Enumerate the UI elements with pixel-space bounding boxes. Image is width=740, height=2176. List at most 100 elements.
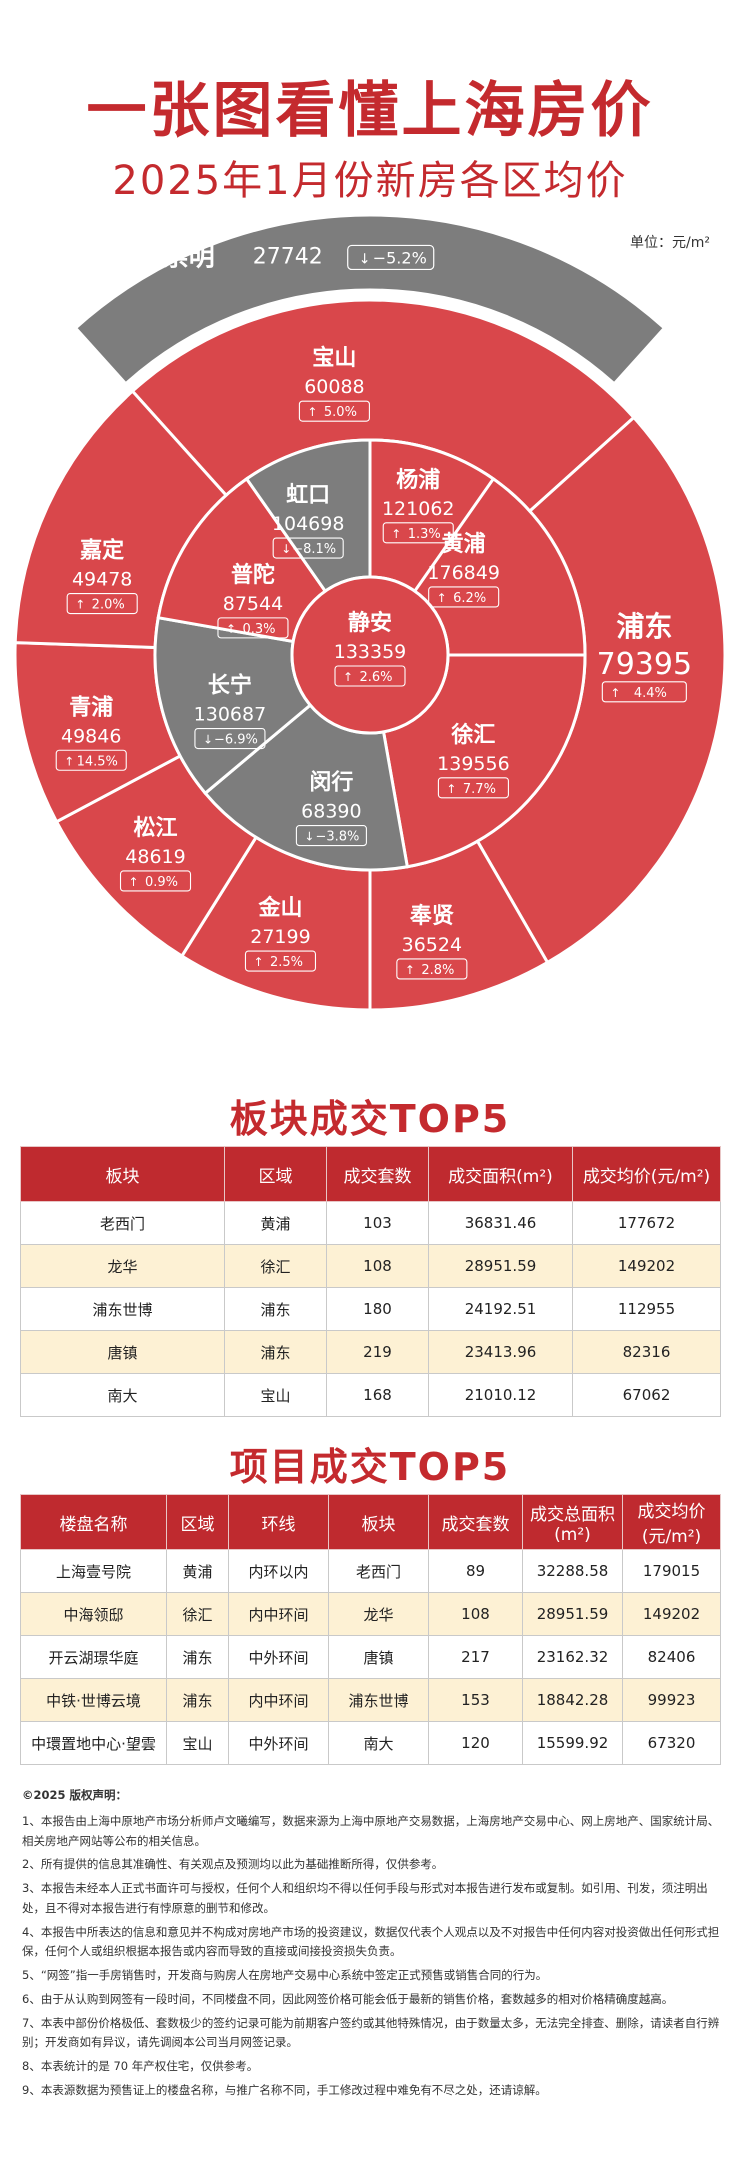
arrow-down-icon: ↓ <box>281 542 291 556</box>
table-cell: 内中环间 <box>228 1592 329 1636</box>
change-badge <box>347 244 435 271</box>
unit-label: 单位：元/m² <box>630 235 710 251</box>
table-row: 浦东世博 浦东 180 24192.51 112955 <box>20 1287 721 1331</box>
table-cell: 徐汇 <box>224 1244 327 1288</box>
sector-table-title: 板块成交TOP5 <box>229 1097 511 1141</box>
note-item: 5、“网签”指一手房销售时，开发商与购房人在房地产交易中心系统中签定正式预售或销… <box>22 1968 548 1983</box>
page-subtitle: 2025年1月份新房各区均价 <box>112 158 628 204</box>
change-badge <box>295 825 367 847</box>
change-label: 2.6% <box>359 670 392 685</box>
note-item: 3、本报告未经本人正式书面许可与授权，任何个人和组织均不得以任何手段与形式对本报… <box>22 1881 708 1915</box>
district-name-label: 金山 <box>257 895 302 921</box>
table-cell: 浦东 <box>166 1678 229 1722</box>
arrow-up-icon: ↑ <box>253 955 263 969</box>
table-cell: 龙华 <box>20 1244 225 1288</box>
note-item: 7、本表中部份价格极低、套数极少的签约记录可能为前期客户签约或其他特殊情况，由于… <box>22 2015 720 2050</box>
table-cell: 99923 <box>622 1678 721 1722</box>
copyright-notes: ©2025 版权声明： 1、本报告由上海中原地产市场分析师卢文曦编写，数据来源为… <box>22 1786 722 2105</box>
note-item: 2、所有提供的信息其准确性、有关观点及预测均以此为基础推断所得，仅供参考。 <box>22 1857 444 1872</box>
district-name-label: 杨浦 <box>396 467 440 493</box>
table-cell: 120 <box>428 1721 523 1765</box>
table-cell: 龙华 <box>328 1592 429 1636</box>
table-row: 老西门 黄浦 103 36831.46 177672 <box>20 1201 721 1245</box>
column-header: 区域 <box>224 1146 327 1202</box>
sector-静安 <box>290 575 450 735</box>
table-cell: 108 <box>428 1592 523 1636</box>
district-price-label: 104698 <box>272 513 345 535</box>
change-label: −6.9% <box>214 733 258 748</box>
district-price-label: 87544 <box>223 593 283 615</box>
district-price-label: 121062 <box>382 498 455 520</box>
table-cell: 浦东 <box>166 1635 229 1679</box>
table-cell: 浦东世博 <box>328 1678 429 1722</box>
district-price-label: 27742 <box>253 244 323 269</box>
arrow-up-icon: ↑ <box>343 670 353 684</box>
district-name-label: 松江 <box>133 816 177 841</box>
change-label: 2.8% <box>421 963 454 978</box>
district-price-label: 60088 <box>304 376 364 398</box>
district-name-label: 黄浦 <box>442 531 486 557</box>
column-header: 环线 <box>228 1494 329 1550</box>
table-cell: 徐汇 <box>166 1592 229 1636</box>
table-cell: 上海壹号院 <box>20 1549 167 1593</box>
table-cell: 18842.28 <box>522 1678 623 1722</box>
district-price-label: 49846 <box>61 725 121 747</box>
arrow-up-icon: ↑ <box>437 591 447 605</box>
change-badge <box>55 749 127 771</box>
sector-top5-table: 板块 区域 成交套数 成交面积(m²) 成交均价(元/m²) 老西门 黄浦 103 36831… <box>20 1146 721 1417</box>
arrow-up-icon: ↑ <box>446 782 456 796</box>
change-badge <box>244 950 317 972</box>
change-label: 5.0% <box>324 405 357 420</box>
arrow-up-icon: ↑ <box>129 875 139 889</box>
district-name-label: 浦东 <box>616 610 672 643</box>
change-badge <box>119 870 192 892</box>
table-cell: 82316 <box>572 1330 721 1374</box>
district-price-label: 48619 <box>125 846 185 868</box>
table-cell: 开云湖璟华庭 <box>20 1635 167 1679</box>
table-cell: 149202 <box>572 1244 721 1288</box>
district-price-label: 139556 <box>437 753 510 775</box>
table-row: 中海领邸 徐汇 内中环间 龙华 108 28951.59 149202 <box>20 1592 721 1636</box>
table-row: 龙华 徐汇 108 28951.59 149202 <box>20 1244 721 1288</box>
change-label: −5.2% <box>373 248 427 267</box>
district-price-label: 79395 <box>597 647 692 682</box>
table-header-row: 板块 区域 成交套数 成交面积(m²) 成交均价(元/m²) <box>20 1146 721 1202</box>
district-name-label: 嘉定 <box>80 538 124 564</box>
table-cell: 21010.12 <box>428 1373 573 1417</box>
change-label: 2.0% <box>92 598 125 613</box>
table-cell: 内中环间 <box>228 1678 329 1722</box>
table-row: 开云湖璟华庭 浦东 中外环间 唐镇 217 23162.32 82406 <box>20 1635 721 1679</box>
district-name-label: 静安 <box>348 610 392 636</box>
table-cell: 宝山 <box>224 1373 327 1417</box>
change-label: −3.8% <box>315 830 359 845</box>
change-badge <box>298 400 370 422</box>
arrow-up-icon: ↑ <box>226 622 236 636</box>
district-name-label: 奉贤 <box>409 903 454 929</box>
district-name-label: 长宁 <box>208 673 252 699</box>
table-cell: 28951.59 <box>428 1244 573 1288</box>
arrow-up-icon: ↑ <box>64 754 74 768</box>
column-header: 区域 <box>166 1494 229 1550</box>
change-badge <box>334 665 406 687</box>
table-cell: 67320 <box>622 1721 721 1765</box>
district-price-label: 49478 <box>72 569 132 591</box>
project-top5-table: 楼盘名称 区域 环线 板块 成交套数 成交总面积(m²) 成交均价(元/m²) 上海壹号院黄… <box>20 1494 721 1765</box>
district-price-label: 36524 <box>402 934 462 956</box>
arrow-up-icon: ↑ <box>307 405 317 419</box>
note-item: 6、由于从认购到网签有一段时间，不同楼盘不同，因此网签价格可能会低于最新的销售价… <box>22 1991 674 2006</box>
table-cell: 唐镇 <box>328 1635 429 1679</box>
change-badge <box>382 522 454 544</box>
change-label: 1.3% <box>408 527 441 542</box>
district-name-label: 徐汇 <box>450 722 495 748</box>
table-cell: 28951.59 <box>522 1592 623 1636</box>
district-price-label: 133359 <box>334 641 407 663</box>
arrow-up-icon: ↑ <box>610 686 620 700</box>
table-cell: 67062 <box>572 1373 721 1417</box>
table-cell: 中铁·世博云境 <box>20 1678 167 1722</box>
district-price-label: 130687 <box>194 704 267 726</box>
table-row: 中環置地中心·望雲 宝山 中外环间 南大 120 15599.92 67320 <box>20 1721 721 1765</box>
note-item: 8、本表统计的是 70 年产权住宅，仅供参考。 <box>22 2059 259 2074</box>
district-price-label: 27199 <box>250 926 310 948</box>
table-cell: 168 <box>326 1373 429 1417</box>
change-badge <box>396 958 468 980</box>
